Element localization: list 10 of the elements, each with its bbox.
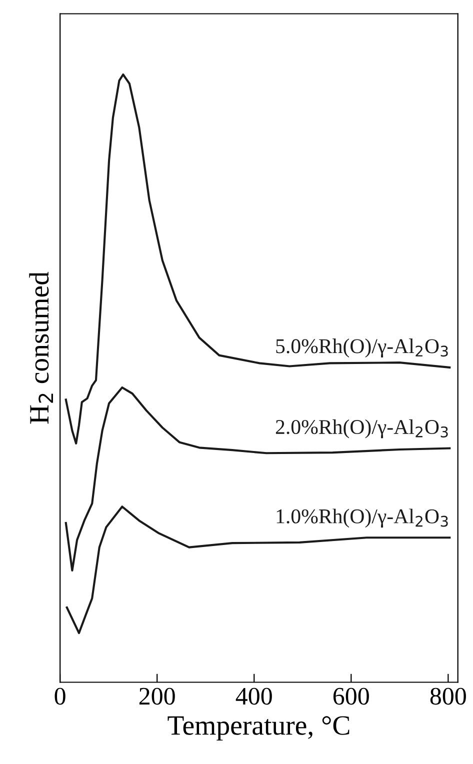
x-tick-label: 200: [139, 688, 175, 705]
x-tick-label: 0: [54, 688, 66, 705]
x-tick-label: 600: [333, 688, 369, 705]
series-label: 1.0%Rh(O)/γ-Al$_{2}$O$_{3}$: [276, 508, 448, 528]
x-tick-label: 800: [430, 688, 466, 705]
x-axis-title: Temperature, °C: [168, 716, 350, 741]
y-axis-title: H$_{2}$ consumed: [29, 272, 53, 424]
x-tick-label: 400: [236, 688, 272, 705]
series-label: 5.0%Rh(O)/γ-Al$_{2}$O$_{3}$: [276, 338, 448, 358]
series-label: 2.0%Rh(O)/γ-Al$_{2}$O$_{3}$: [276, 419, 448, 438]
